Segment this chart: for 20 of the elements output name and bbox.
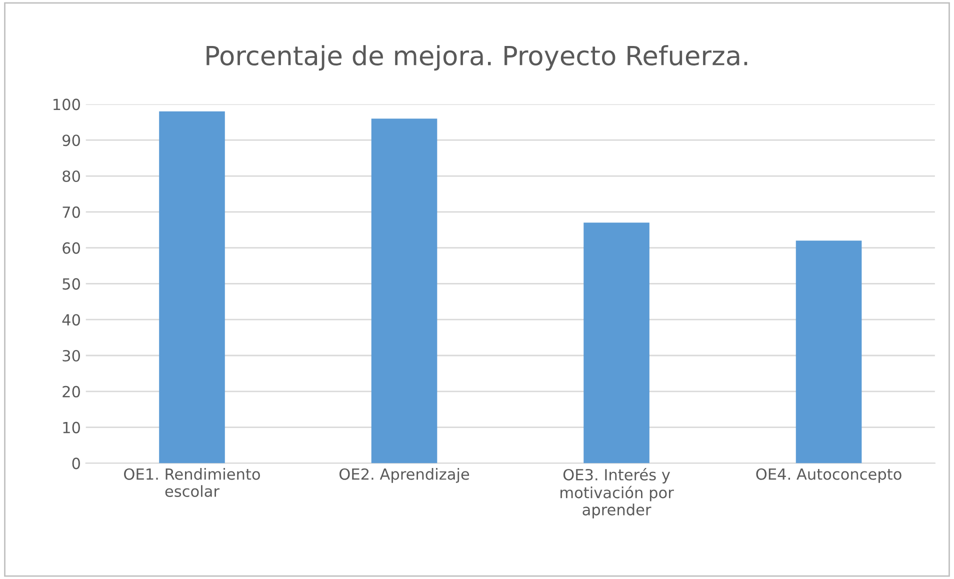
bar <box>796 240 862 464</box>
bar <box>584 222 650 464</box>
chart-title: Porcentaje de mejora. Proyecto Refuerza. <box>206 45 748 71</box>
y-tick-label: 30 <box>62 350 80 362</box>
y-tick-label: 60 <box>62 242 80 254</box>
x-tick-label: OE1. Rendimiento escolar <box>124 468 260 497</box>
bar <box>159 111 225 464</box>
x-tick-label: OE4. Autoconcepto <box>756 468 902 483</box>
y-tick-label: 100 <box>54 98 80 110</box>
bar <box>371 118 438 464</box>
y-tick-label: 80 <box>62 170 80 182</box>
y-tick-label: 50 <box>62 278 80 290</box>
y-tick-label: 0 <box>72 458 80 470</box>
y-tick-label: 10 <box>63 422 80 434</box>
x-tick-label: OE3. Interés y motivación por aprender <box>560 468 674 518</box>
y-tick-label: 20 <box>62 386 80 398</box>
y-tick-label: 90 <box>62 134 80 146</box>
x-tick-label: OE2. Aprendizaje <box>339 468 470 483</box>
y-tick-label: 40 <box>62 314 80 326</box>
y-tick-label: 70 <box>62 206 80 218</box>
